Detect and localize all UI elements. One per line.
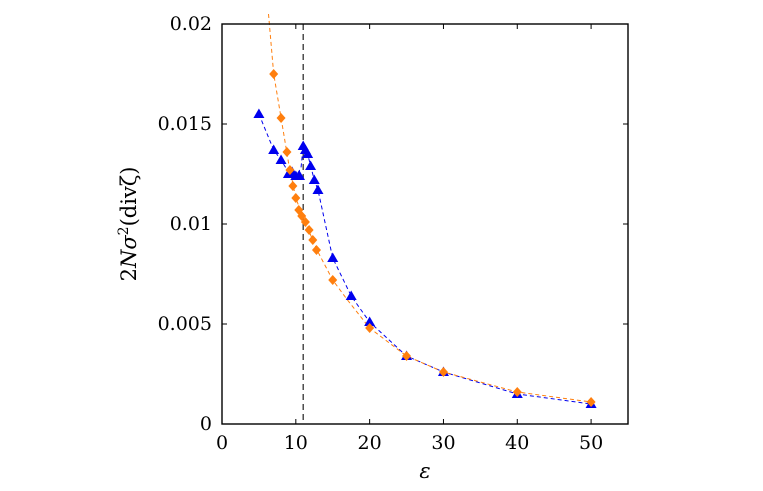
fit-line-diamond (268, 13, 592, 403)
data-point-triangle (364, 316, 376, 326)
x-axis-label: ε (419, 459, 430, 483)
y-axis-label-pre: 2 (117, 268, 141, 281)
data-point-diamond (288, 181, 298, 191)
data-point-triangle (275, 154, 287, 164)
y-axis-label: 2Nσ2(divζ) (116, 167, 141, 282)
data-point-diamond (311, 245, 321, 255)
y-axis-label-post: (divζ) (117, 167, 141, 227)
x-tick-label: 20 (358, 432, 382, 454)
y-axis-label-sigma: σ (117, 235, 141, 250)
y-axis-label-n: N (117, 249, 141, 269)
x-tick-label: 10 (284, 432, 308, 454)
data-point-triangle (294, 170, 306, 180)
data-point-diamond (269, 69, 279, 79)
data-point-diamond (297, 211, 307, 221)
data-point-diamond (282, 147, 292, 157)
data-point-diamond (291, 193, 301, 203)
data-point-diamond (586, 397, 596, 407)
x-tick-label: 0 (216, 432, 228, 454)
data-point-triangle (253, 108, 265, 118)
data-point-diamond (300, 217, 310, 227)
data-point-diamond (402, 351, 412, 361)
data-point-diamond (512, 387, 522, 397)
data-point-diamond (308, 235, 318, 245)
data-point-diamond (328, 275, 338, 285)
y-tick-label: 0.01 (170, 213, 212, 235)
axis-ticks (221, 23, 628, 425)
data-point-diamond (285, 165, 295, 175)
x-tick-label: 50 (579, 432, 603, 454)
tick-labels: 0 10 20 30 40 50 0 0.005 0.01 0.015 0.02 (158, 13, 604, 454)
data-point-diamond (438, 367, 448, 377)
data-point-triangle (268, 144, 280, 154)
data-point-diamond (365, 323, 375, 333)
x-tick-label: 40 (505, 432, 529, 454)
y-tick-label: 0.005 (158, 313, 212, 335)
x-tick-label: 30 (431, 432, 455, 454)
data-point-diamond (276, 113, 286, 123)
data-point-triangle (308, 174, 320, 184)
data-point-diamond (304, 225, 314, 235)
data-point-triangle (302, 148, 314, 158)
data-points (253, 69, 597, 408)
y-tick-label: 0.02 (170, 13, 212, 35)
data-point-triangle (305, 160, 317, 170)
y-tick-label: 0 (200, 413, 212, 435)
data-point-triangle (327, 252, 339, 262)
y-axis-label-sup: 2 (116, 226, 132, 235)
data-point-triangle (312, 184, 324, 194)
data-point-triangle (345, 290, 357, 300)
y-tick-label: 0.015 (158, 113, 212, 135)
fit-lines (258, 13, 592, 405)
